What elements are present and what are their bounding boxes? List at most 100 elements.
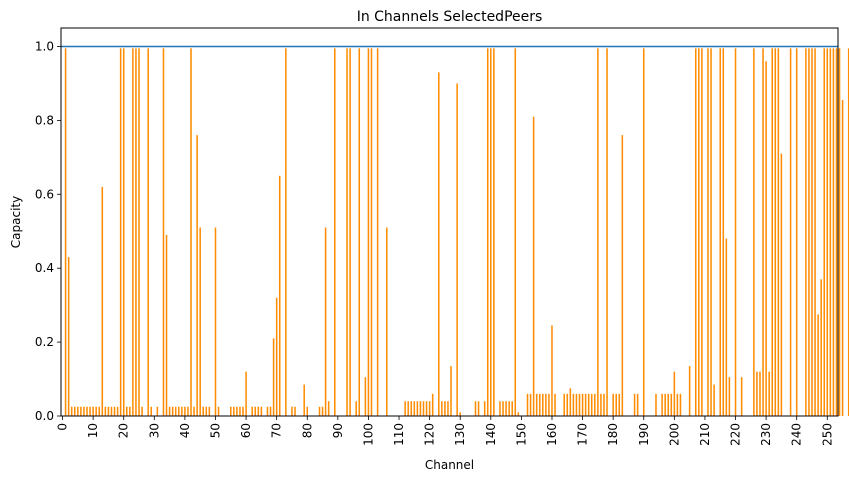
bar	[199, 227, 201, 416]
bar	[808, 48, 810, 416]
bar	[701, 48, 703, 416]
bar	[603, 393, 605, 416]
bar	[294, 406, 296, 416]
bar	[569, 388, 572, 416]
bar	[410, 401, 413, 416]
x-tick-label: 100	[361, 423, 375, 446]
bar	[517, 412, 520, 416]
bar	[756, 371, 758, 416]
bar	[355, 401, 357, 416]
bar	[236, 406, 238, 416]
bar	[814, 48, 816, 416]
bar	[538, 393, 541, 416]
x-tick-label: 80	[300, 423, 314, 438]
bar	[64, 48, 67, 416]
bar	[587, 393, 590, 416]
bar	[101, 186, 104, 416]
bar	[422, 401, 425, 416]
bar	[566, 393, 569, 416]
bar	[447, 401, 449, 416]
bar	[835, 48, 838, 416]
bar	[217, 406, 220, 416]
bar	[89, 406, 91, 416]
bar	[291, 406, 293, 416]
bar-series	[64, 48, 849, 417]
x-tick-label: 0	[56, 423, 70, 431]
bar	[817, 314, 819, 416]
x-tick-label: 200	[667, 423, 681, 446]
y-tick-label: 0.0	[35, 409, 54, 423]
bar	[346, 48, 348, 416]
bar	[303, 384, 305, 416]
y-tick-label: 0.6	[35, 187, 54, 201]
bar	[483, 401, 486, 416]
y-tick-label: 0.8	[35, 113, 54, 127]
plot-frame	[60, 27, 839, 417]
bar	[728, 377, 731, 416]
bar	[450, 366, 452, 416]
bar	[431, 393, 434, 416]
bar	[444, 401, 446, 416]
bar	[269, 406, 272, 416]
bar	[526, 393, 529, 416]
bar	[321, 406, 324, 416]
bar	[780, 153, 783, 416]
bar	[590, 393, 593, 416]
bar	[493, 48, 495, 416]
y-tick-label: 0.2	[35, 335, 54, 349]
chart-title: In Channels SelectedPeers	[357, 9, 543, 25]
x-tick-label: 230	[759, 423, 773, 446]
bar	[376, 48, 379, 416]
bar	[722, 48, 725, 416]
bar	[655, 393, 657, 416]
bar	[636, 393, 639, 416]
bar	[257, 406, 260, 416]
bar	[486, 48, 489, 416]
bar	[633, 393, 636, 416]
bar	[74, 406, 76, 416]
bar	[548, 393, 550, 416]
bar	[251, 406, 253, 416]
x-tick-label: 240	[790, 423, 804, 446]
x-tick-label: 160	[545, 423, 559, 446]
y-tick-label: 0.4	[35, 261, 54, 275]
bar	[364, 377, 367, 416]
bar	[594, 393, 596, 416]
bar	[86, 406, 88, 416]
bar	[615, 393, 617, 416]
bar	[477, 401, 480, 416]
bar	[581, 393, 584, 416]
bar	[165, 234, 168, 416]
bar	[508, 401, 510, 416]
bar	[80, 406, 82, 416]
bar	[95, 406, 97, 416]
bar	[673, 371, 676, 416]
bar	[765, 61, 767, 416]
bar	[838, 48, 841, 416]
x-tick-label: 60	[239, 423, 253, 438]
bar	[597, 48, 599, 416]
bar	[205, 406, 208, 416]
bar	[367, 48, 370, 416]
bar	[70, 406, 73, 416]
bar	[606, 48, 608, 416]
bar	[664, 393, 666, 416]
bar	[407, 401, 409, 416]
bar	[126, 406, 128, 416]
bar	[230, 406, 232, 416]
x-tick-label: 220	[729, 423, 743, 446]
x-axis-label: Channel	[425, 458, 474, 472]
bar	[278, 175, 281, 416]
bar	[171, 406, 174, 416]
bar	[413, 401, 416, 416]
bar	[532, 116, 535, 416]
bar	[771, 48, 773, 416]
bar	[266, 406, 269, 416]
bar	[762, 48, 764, 416]
bar	[713, 384, 715, 416]
bar	[110, 406, 113, 416]
bar	[174, 406, 177, 416]
bar	[193, 406, 195, 416]
bar	[202, 406, 205, 416]
